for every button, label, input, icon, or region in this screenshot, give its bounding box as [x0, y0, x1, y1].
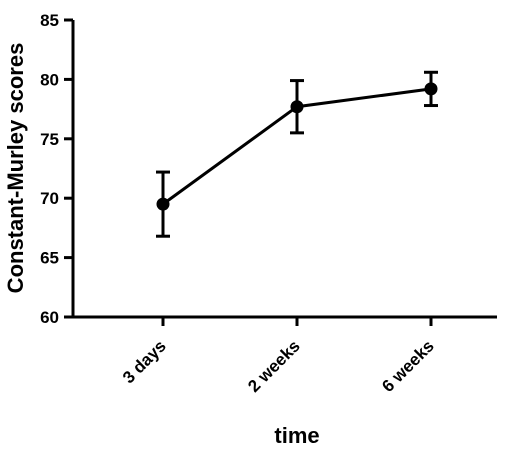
- data-point: [424, 82, 438, 96]
- x-tick-label: 3 days: [119, 336, 170, 387]
- axes: [71, 20, 497, 319]
- x-tick-label: 6 weeks: [378, 336, 438, 396]
- x-axis-title: time: [274, 423, 319, 448]
- y-tick-label: 85: [40, 11, 59, 30]
- y-axis-ticks: 60 65 70 75 80 85: [40, 11, 73, 327]
- y-tick-label: 65: [40, 249, 59, 268]
- y-tick-label: 75: [40, 130, 59, 149]
- x-tick-label: 2 weeks: [244, 336, 304, 396]
- y-tick-label: 60: [40, 308, 59, 327]
- data-point: [290, 100, 304, 114]
- series-group: [156, 70, 438, 238]
- data-point: [156, 197, 170, 211]
- y-axis-title: Constant-Murley scores: [3, 43, 28, 294]
- x-axis-ticks: 3 days 2 weeks 6 weeks: [119, 317, 438, 396]
- y-tick-label: 70: [40, 189, 59, 208]
- y-tick-label: 80: [40, 70, 59, 89]
